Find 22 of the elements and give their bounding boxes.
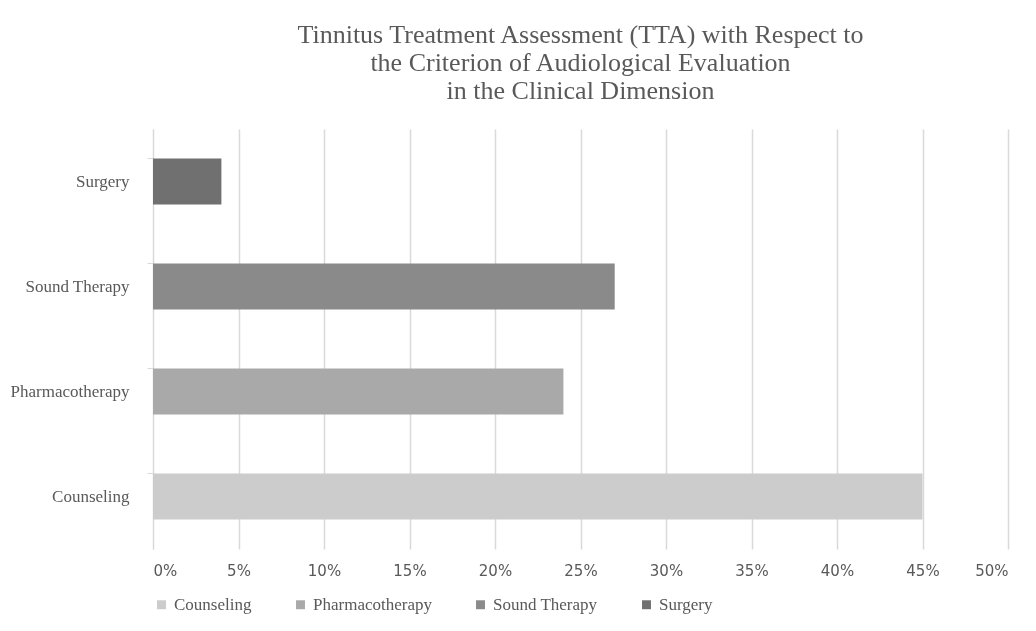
x-tick-label: 0% [153,561,178,580]
legend-label: Sound Therapy [493,594,598,614]
text: Tinnitus Treatment Assessment (TTA) with Respect to [297,20,864,49]
text: in the Clinical Dimension [446,76,715,105]
y-tick-label: Pharmacotherapy [10,381,130,401]
x-tick-label: 35% [735,561,769,580]
x-tick-label: 20% [478,561,513,580]
y-tick-label: Sound Therapy [25,276,130,296]
x-tick-label: 25% [564,561,598,580]
legend-label: Surgery [659,594,714,614]
x-tick-label: 30% [649,561,684,580]
x-tick-label: 45% [906,561,940,580]
x-tick-label: 15% [393,561,427,580]
y-tick-label: Counseling [52,486,130,506]
x-tick-label: 40% [820,561,855,580]
x-tick-label: 50% [975,561,1009,580]
x-tick-label: 10% [307,561,342,580]
legend-label: Counseling [174,594,252,614]
text: the Criterion of Audiological Evaluation [370,48,791,77]
y-tick-label: Surgery [75,171,130,191]
legend-label: Pharmacotherapy [313,594,433,614]
x-tick-label: 5% [227,561,251,580]
